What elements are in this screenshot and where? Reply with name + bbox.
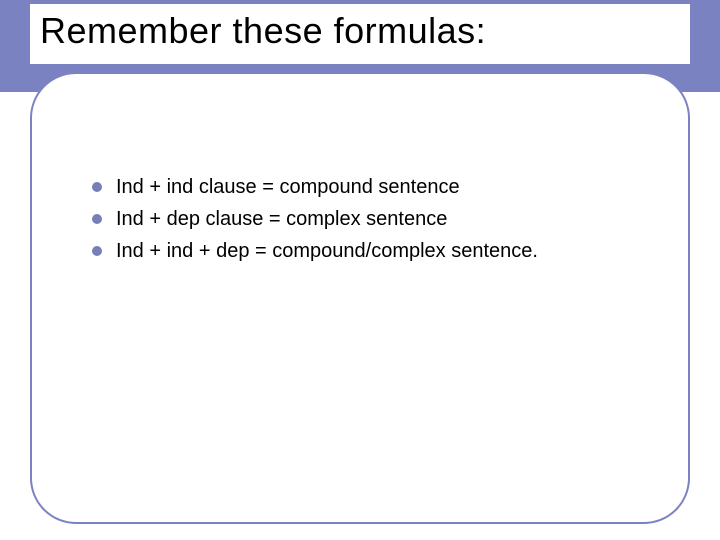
list-item: Ind + ind clause = compound sentence [92,174,648,200]
list-item-text: Ind + dep clause = complex sentence [116,206,447,232]
title-container: Remember these formulas: [30,4,690,64]
bullet-icon [92,246,102,256]
list-item-text: Ind + ind + dep = compound/complex sente… [116,238,538,264]
bullet-list: Ind + ind clause = compound sentence Ind… [92,174,648,270]
bullet-icon [92,214,102,224]
slide-title: Remember these formulas: [40,10,680,52]
list-item: Ind + ind + dep = compound/complex sente… [92,238,648,264]
list-item: Ind + dep clause = complex sentence [92,206,648,232]
bullet-icon [92,182,102,192]
list-item-text: Ind + ind clause = compound sentence [116,174,460,200]
content-card: Ind + ind clause = compound sentence Ind… [30,72,690,524]
